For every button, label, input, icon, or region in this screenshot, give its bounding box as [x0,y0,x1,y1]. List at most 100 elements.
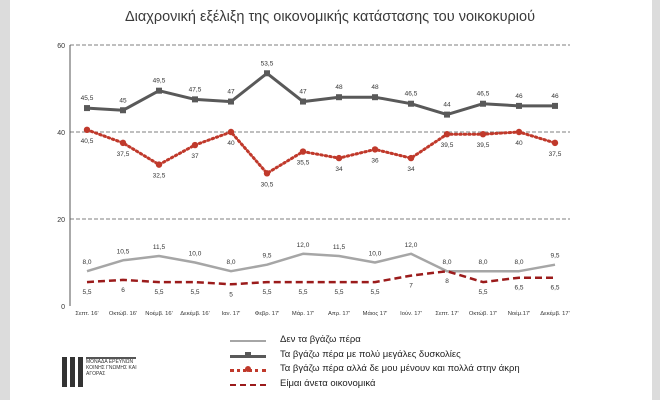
series-2-data-label-13: 46 [551,93,559,100]
series-3-point-12 [515,128,523,136]
series-3-data-label-11: 39,5 [477,142,490,149]
series-4-data-label-1: 6 [121,287,125,294]
series-4-data-label-4: 5 [229,291,233,298]
series-4-data-label-5: 5,5 [262,289,271,296]
series-1-data-label-12: 8,0 [514,259,523,266]
series-3-point-1 [119,139,127,147]
x-tick-label-12: Νοέμ.17' [508,310,531,317]
logo-bars-icon [62,357,84,387]
series-3-data-label-13: 37,5 [549,151,562,158]
series-2-point-3 [192,96,198,103]
series-1-data-label-13: 9,5 [550,253,559,260]
series-1-data-label-6: 12,0 [297,242,310,249]
series-3-point-7 [335,154,343,162]
series-4-data-label-0: 5,5 [82,289,91,296]
series-2-data-label-3: 47,5 [189,86,202,93]
x-tick-label-0: Σεπτ. 16' [75,311,98,317]
series-4-data-label-9: 7 [409,283,413,290]
series-2-point-6 [300,98,306,105]
series-3-data-label-3: 37 [191,153,199,160]
series-4-data-label-11: 5,5 [478,289,487,296]
series-2-data-label-9: 46,5 [405,91,418,98]
series-2-point-11 [480,100,486,107]
series-4-data-label-7: 5,5 [334,289,343,296]
series-3-data-label-7: 34 [335,166,343,173]
series-1-data-label-1: 10,5 [117,248,130,255]
series-2-data-label-10: 44 [443,102,451,109]
series-3-point-5 [263,170,271,177]
legend-swatch-4 [230,383,266,386]
x-tick-label-1: Οκτώβ. 16' [109,311,137,317]
x-tick-label-6: Μάρ. 17' [292,310,314,317]
legend-marker-2 [245,351,251,358]
series-3-data-label-10: 39,5 [441,142,454,149]
left-border [0,0,10,400]
series-2-point-13 [552,102,558,109]
series-3-data-label-0: 40,5 [81,138,94,145]
series-3-point-0 [83,126,91,134]
x-tick-label-5: Φεβρ. 17' [255,311,280,317]
series-1-data-label-2: 11,5 [153,244,166,251]
series-2-point-7 [336,94,342,101]
series-1-data-label-9: 12,0 [405,242,418,249]
series-4-data-label-6: 5,5 [298,289,307,296]
series-2-data-label-11: 46,5 [477,91,490,98]
series-3-data-label-5: 30,5 [261,181,274,188]
x-tick-label-13: Δεκέμβ. 17' [540,310,569,317]
series-line-4 [86,269,555,286]
series-4-data-label-12: 6,5 [514,285,523,292]
series-2-data-label-5: 53,5 [261,60,274,67]
series-3-point-10 [443,130,451,138]
series-2-point-4 [228,98,234,105]
series-3-point-4 [227,128,235,136]
y-tick-label-60: 60 [57,43,65,50]
series-1-data-label-10: 8,0 [442,259,451,266]
series-3-data-label-6: 35,5 [297,160,310,167]
series-line-1 [86,252,556,273]
x-tick-label-8: Μάιος 17' [363,310,388,317]
series-3-data-label-9: 34 [407,166,415,173]
series-2-point-8 [372,94,378,101]
series-line-3 [85,128,557,175]
legend-marker-3 [245,366,251,372]
x-tick-label-10: Σεπτ. 17' [435,311,458,317]
series-2-data-label-6: 47 [299,89,307,96]
series-3-point-11 [479,130,487,138]
series-4-data-label-2: 5,5 [154,289,163,296]
legend-label-4: Είμαι άνετα οικονομικά [280,377,376,389]
x-tick-label-3: Δεκέμβ. 16' [180,310,209,317]
y-tick-label-40: 40 [57,130,65,137]
series-3-data-label-1: 37,5 [117,151,130,158]
series-3-point-2 [155,161,163,168]
logo: ΜΟΝΑΔΑ ΕΡΕΥΝΩΝ ΚΟΙΝΗΣ ΓΝΩΜΗΣ ΚΑΙ ΑΓΟΡΑΣ [62,355,182,389]
right-border [652,0,660,400]
series-2-point-1 [120,107,126,114]
x-tick-label-11: Οκτώβ. 17' [469,311,497,317]
series-2-data-label-8: 48 [371,84,379,91]
x-tick-label-9: Ιούν. 17' [400,311,422,317]
series-1-data-label-0: 8,0 [82,259,91,266]
series-2-data-label-0: 45,5 [81,95,94,102]
series-line-2 [86,71,555,117]
series-2-point-5 [264,70,270,77]
series-4-data-label-8: 5,5 [370,289,379,296]
series-3-data-label-8: 36 [371,157,379,164]
series-3-point-9 [407,154,415,162]
series-2-data-label-1: 45 [119,97,127,104]
series-2-data-label-12: 46 [515,93,523,100]
legend-label-1: Δεν τα βγάζω πέρα [280,334,361,345]
y-tick-label-0: 0 [61,304,65,311]
chart-title: Διαχρονική εξέλιξη της οικονομικής κατάσ… [124,9,536,25]
legend-label-3: Τα βγάζω πέρα αλλά δε μου μένουν και πολ… [280,363,520,374]
series-2-point-12 [516,102,522,109]
series-2-point-9 [408,100,414,107]
series-4-data-label-3: 5,5 [190,289,199,296]
series-2-point-0 [84,105,90,112]
series-2-data-label-4: 47 [227,89,235,96]
series-2-data-label-7: 48 [335,84,343,91]
legend-label-2: Τα βγάζω πέρα με πολύ μεγάλες δυσκολίες [280,348,461,360]
series-1-data-label-4: 8,0 [226,259,235,266]
series-2-point-10 [444,111,450,118]
series-3-point-6 [299,148,307,155]
